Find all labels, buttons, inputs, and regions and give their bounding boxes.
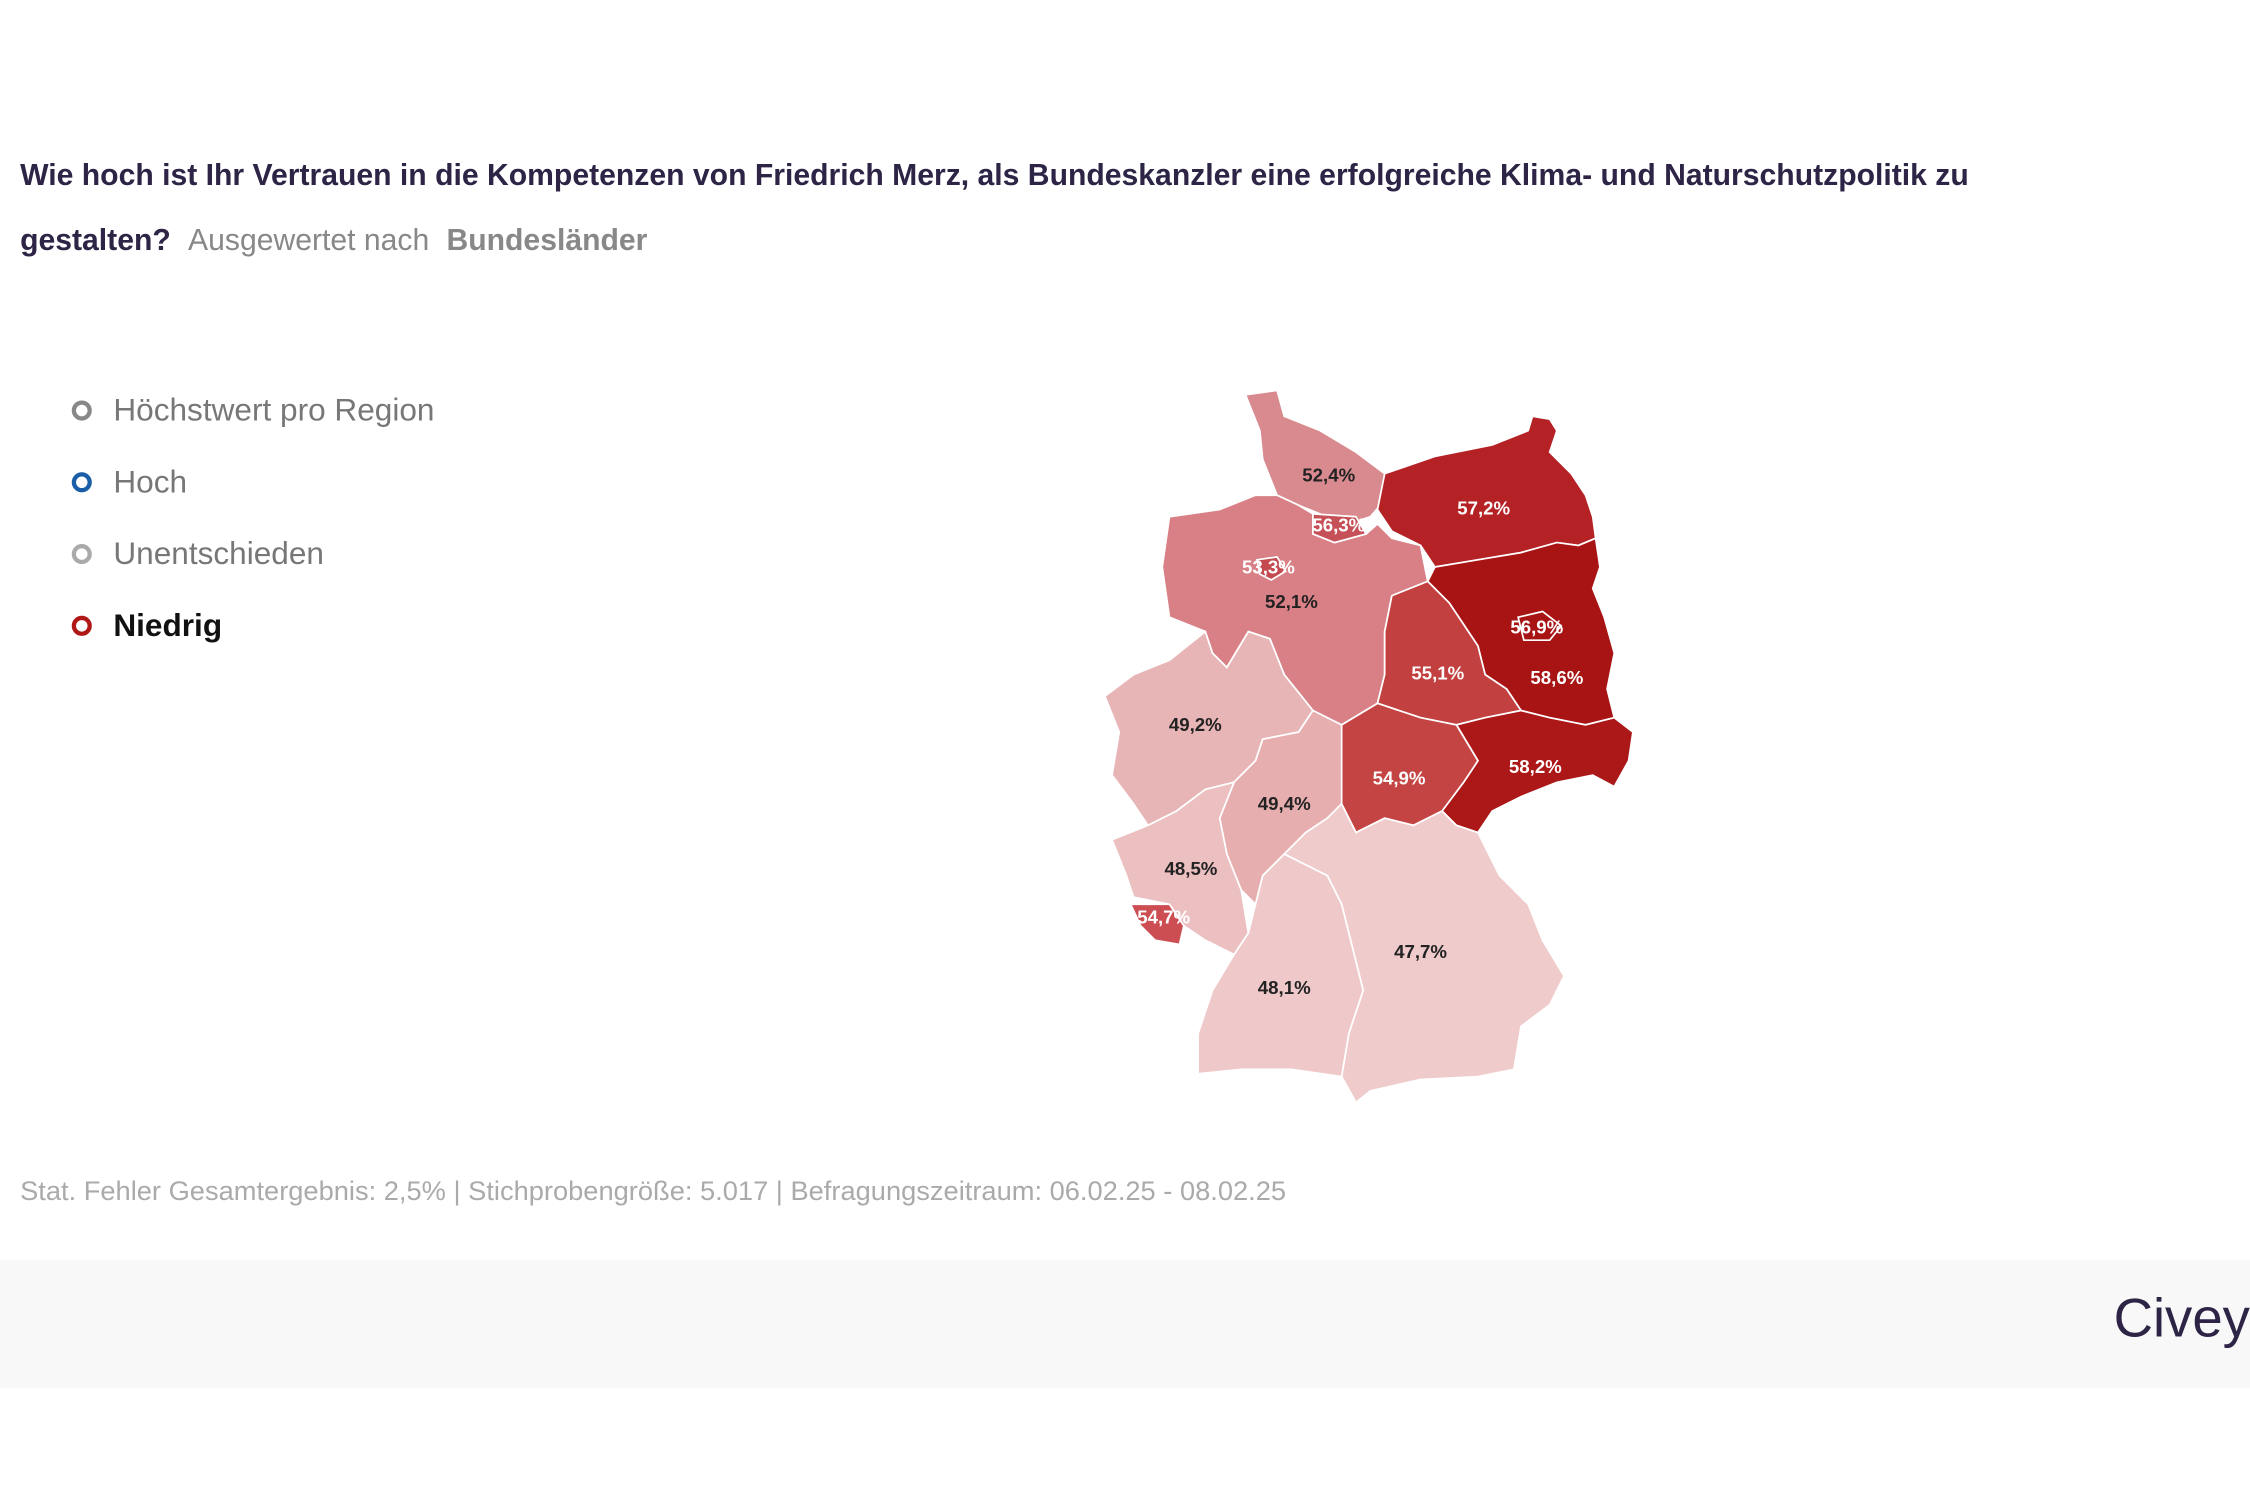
region-label: 49,4% [1258,793,1311,814]
region-label: 56,3% [1312,515,1365,536]
region [1244,389,1390,525]
title: Wie hoch ist Ihr Vertrauen in die Kompet… [20,159,1969,257]
region-label: 57,2% [1457,497,1510,518]
legend-item[interactable]: Höchstwert pro Region [71,389,435,432]
legend-marker [71,615,92,636]
region [1376,415,1597,568]
region-label: 52,4% [1302,464,1355,485]
region [1110,781,1250,956]
legend-marker [71,472,92,493]
region-label: 48,1% [1258,977,1311,998]
legend-item[interactable]: Hoch [71,461,188,504]
header: Wie hoch ist Ihr Vertrauen in die Kompet… [20,144,2029,273]
region-label: 49,2% [1169,714,1222,735]
region-label: 48,5% [1165,858,1218,879]
legend-marker [71,400,92,421]
legend-label: Niedrig [113,607,223,644]
region-label: 52,1% [1265,591,1318,612]
region-label: 47,7% [1394,941,1447,962]
subtitle: Ausgewertet nach [188,223,430,257]
legend-label: Hoch [113,463,188,500]
region [1312,512,1368,544]
legend-label: Höchstwert pro Region [113,391,435,428]
region [1255,556,1287,581]
region [1197,853,1365,1078]
region-label: 56,9% [1510,617,1563,638]
brand-logo[interactable]: Civey [2113,1288,2250,1350]
region-label: 53,3% [1242,556,1295,577]
legend-item[interactable]: Niedrig [71,604,223,647]
region-label: 54,7% [1137,907,1190,928]
legend-item[interactable]: Unentschieden [71,533,324,576]
legend-marker [71,544,92,565]
region [1517,610,1563,642]
region-label: 58,6% [1530,667,1583,688]
region [1129,903,1185,946]
footer: Civey [0,1260,2250,1389]
region-label: 55,1% [1411,663,1464,684]
grouping[interactable]: Bundesländer [446,223,648,257]
region-label: 58,2% [1509,756,1562,777]
legend-label: Unentschieden [113,535,324,572]
footnote: Stat. Fehler Gesamtergebnis: 2,5% | Stic… [20,1177,1287,1208]
region-label: 54,9% [1373,767,1426,788]
